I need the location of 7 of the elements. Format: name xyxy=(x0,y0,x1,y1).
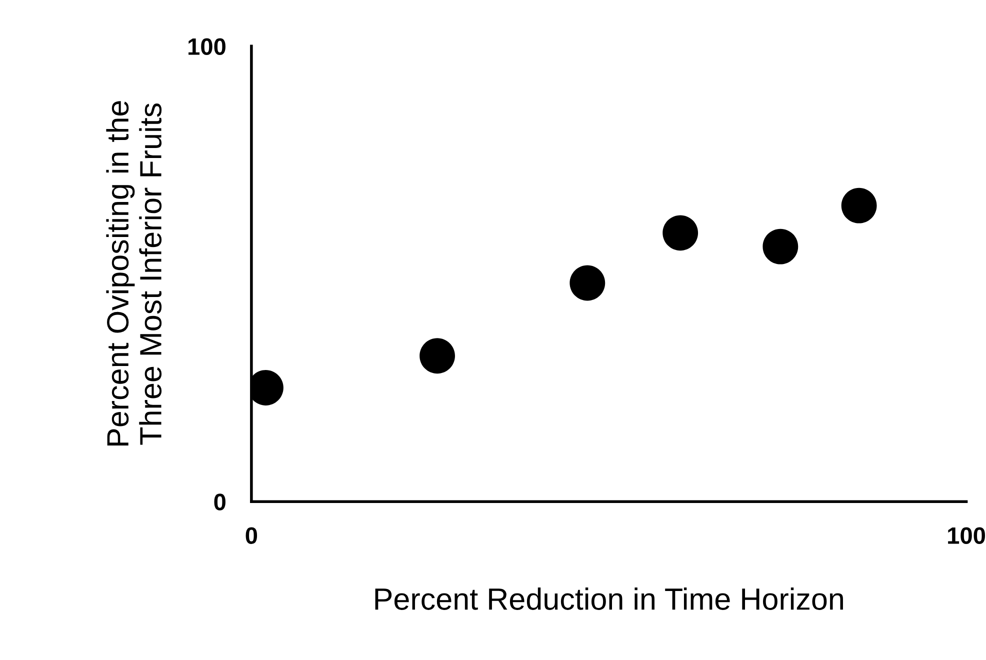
y-axis-title: Percent Ovipositing in the Three Most Inferior Fruits xyxy=(106,101,162,446)
x-axis-title: Percent Reduction in Time Horizon xyxy=(375,588,843,610)
point xyxy=(662,215,698,251)
point xyxy=(841,188,877,224)
point xyxy=(762,228,798,264)
point xyxy=(570,265,606,301)
point xyxy=(420,338,455,374)
